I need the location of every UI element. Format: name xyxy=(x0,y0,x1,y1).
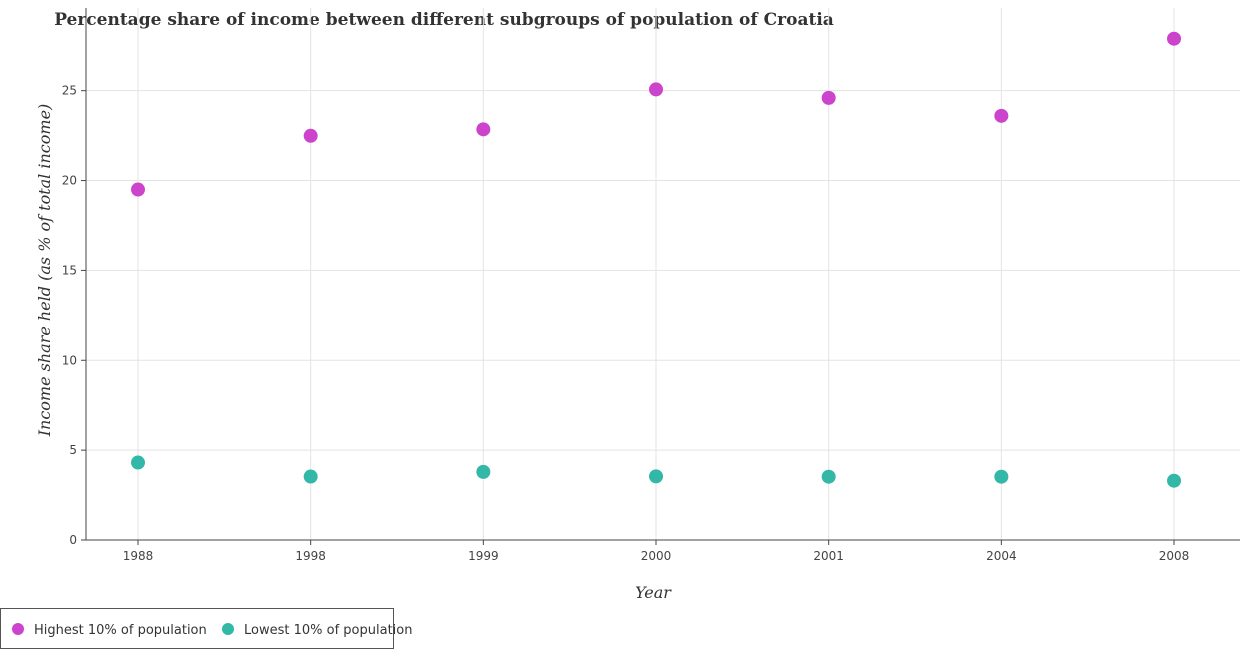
y-tick-label: 20 xyxy=(62,174,77,188)
axes: 0 5 10 15 20 25 1988 1998 1999 2000 2001 2004 2008 xyxy=(62,8,1240,563)
x-tick-label: 1988 xyxy=(123,549,154,563)
highest-10-point-1999 xyxy=(476,122,491,137)
chart-title: Percentage share of income between diffe… xyxy=(54,10,834,30)
x-tick-label: 2008 xyxy=(1159,549,1190,563)
y-tick-label: 25 xyxy=(62,84,77,98)
highest-10-point-1988 xyxy=(131,182,145,197)
x-tick-label: 1998 xyxy=(295,549,326,563)
legend-marker-lowest xyxy=(222,623,234,635)
y-tick-label: 5 xyxy=(69,443,77,457)
legend: Highest 10% of population Lowest 10% of … xyxy=(0,608,412,649)
highest-10-point-2001 xyxy=(821,90,836,105)
x-axis-title: Year xyxy=(635,583,672,602)
lowest-10-point-2004 xyxy=(994,469,1009,484)
x-tick-label: 2000 xyxy=(641,549,672,563)
y-tick-label: 15 xyxy=(62,263,77,277)
legend-label-lowest: Lowest 10% of population xyxy=(244,623,412,638)
lowest-10-point-1998 xyxy=(303,469,318,484)
highest-10-point-2004 xyxy=(994,108,1009,123)
legend-box xyxy=(0,608,394,649)
legend-label-highest: Highest 10% of population xyxy=(34,623,207,638)
lowest-10-point-1988 xyxy=(131,455,145,470)
highest-10-point-2008 xyxy=(1167,31,1182,46)
lowest-10-point-2000 xyxy=(649,469,664,484)
grid xyxy=(86,8,1240,541)
y-tick-label: 0 xyxy=(69,533,77,547)
lowest-10-point-2001 xyxy=(821,469,836,484)
x-tick-label: 2001 xyxy=(813,549,844,563)
highest-10-point-1998 xyxy=(303,128,318,143)
data-points xyxy=(131,31,1182,488)
x-tick-label: 1999 xyxy=(468,549,499,563)
lowest-10-point-2008 xyxy=(1167,473,1182,488)
y-tick-label: 10 xyxy=(62,353,77,367)
lowest-10-point-1999 xyxy=(476,464,491,479)
highest-10-point-2000 xyxy=(649,82,664,97)
y-axis-title: Income share held (as % of total income) xyxy=(35,104,54,438)
legend-marker-highest xyxy=(12,623,24,635)
x-tick-label: 2004 xyxy=(986,549,1017,563)
